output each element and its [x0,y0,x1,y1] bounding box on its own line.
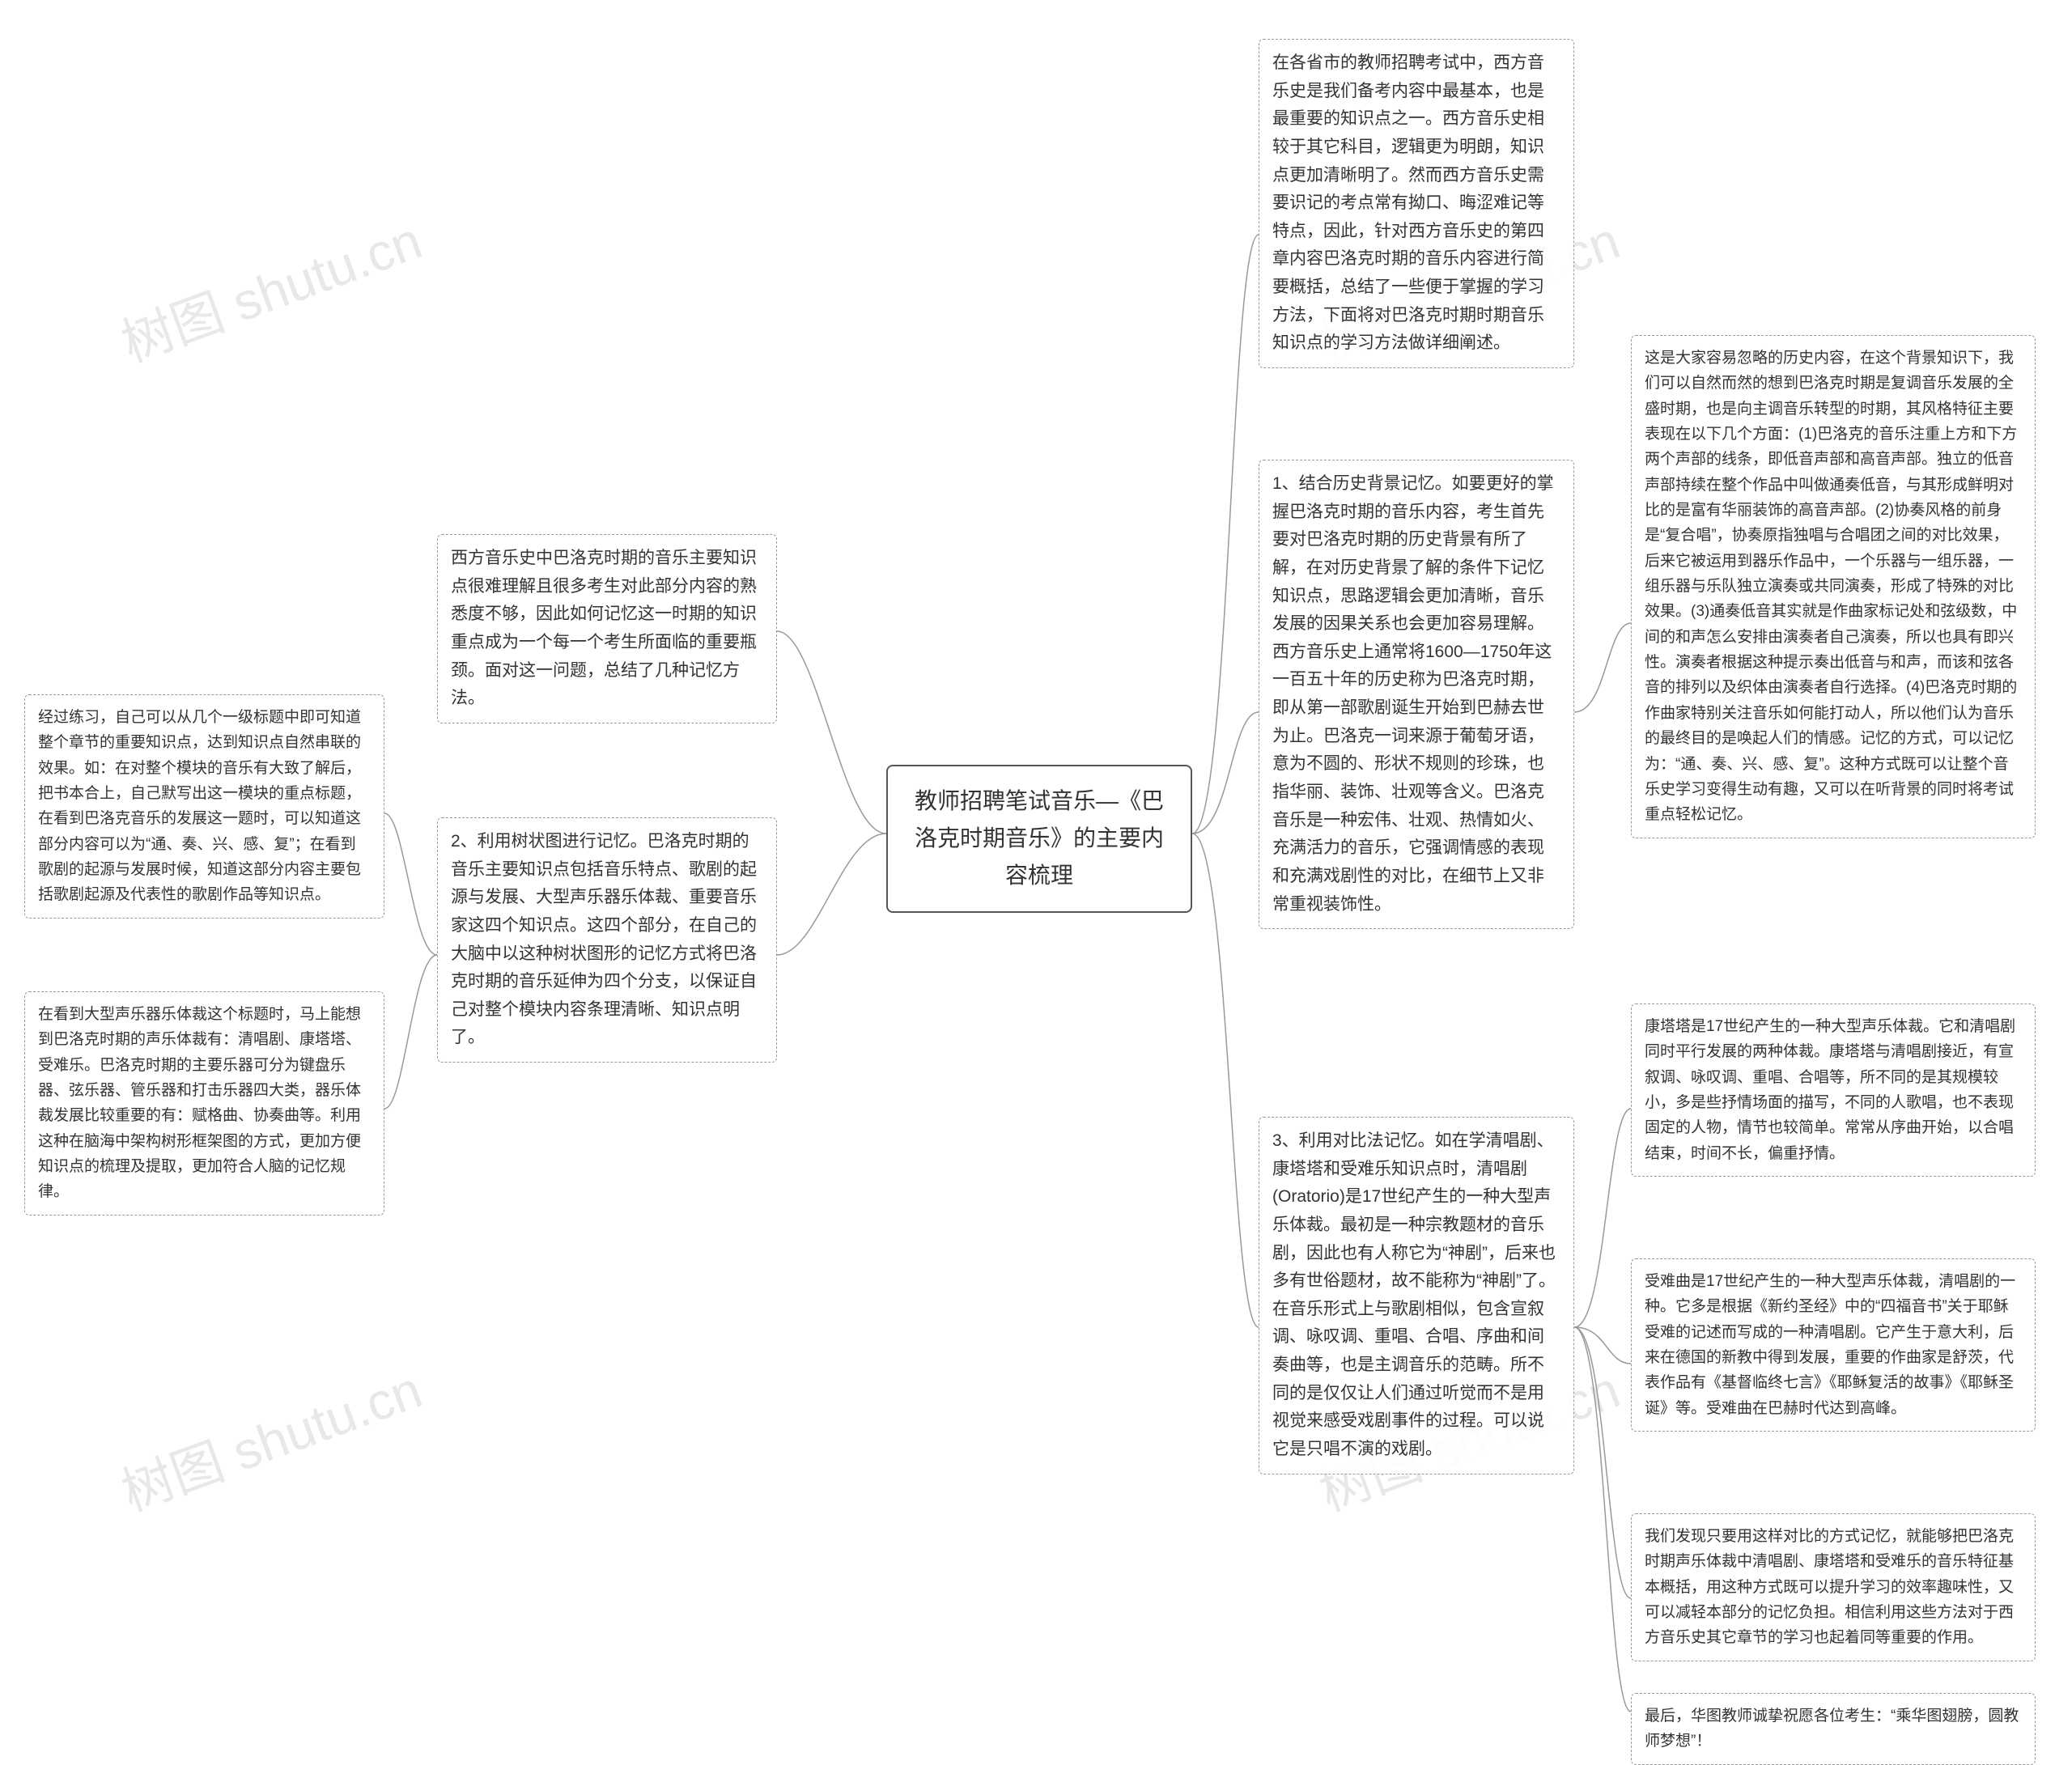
connector-path [384,955,437,1109]
connector-path [1574,1327,1631,1712]
left-leaf-practice: 经过练习，自己可以从几个一级标题中即可知道整个章节的重要知识点，达到知识点自然串… [24,694,384,919]
connector-path [1574,623,1631,712]
left-leaf-genres: 在看到大型声乐器乐体裁这个标题时，马上能想到巴洛克时期的声乐体裁有：清唱剧、康塔… [24,991,384,1216]
right-node-method1: 1、结合历史背景记忆。如要更好的掌握巴洛克时期的音乐内容，考生首先要对巴洛克时期… [1259,460,1574,929]
connector-path [1574,1109,1631,1327]
right-node-overview: 在各省市的教师招聘考试中，西方音乐史是我们备考内容中最基本，也是最重要的知识点之… [1259,39,1574,368]
right-leaf-passion: 受难曲是17世纪产生的一种大型声乐体裁，清唱剧的一种。它多是根据《新约圣经》中的… [1631,1258,2036,1432]
connector-path [1192,834,1259,1327]
connector-path [1574,1327,1631,1364]
left-node-method2: 2、利用树状图进行记忆。巴洛克时期的音乐主要知识点包括音乐特点、歌剧的起源与发展… [437,817,777,1063]
connector-path [1192,712,1259,834]
center-node: 教师招聘笔试音乐—《巴洛克时期音乐》的主要内容梳理 [886,765,1192,913]
watermark: 树图 shutu.cn [110,1348,431,1525]
connector-path [384,813,437,955]
left-node-intro: 西方音乐史中巴洛克时期的音乐主要知识点很难理解且很多考生对此部分内容的熟悉度不够… [437,534,777,723]
connector-path [777,834,886,955]
right-node-method3: 3、利用对比法记忆。如在学清唱剧、康塔塔和受难乐知识点时，清唱剧(Oratori… [1259,1117,1574,1474]
watermark: 树图 shutu.cn [110,199,431,376]
right-leaf-background: 这是大家容易忽略的历史内容，在这个背景知识下，我们可以自然而然的想到巴洛克时期是… [1631,335,2036,838]
connector-path [1574,1327,1631,1598]
right-leaf-summary: 我们发现只要用这样对比的方式记忆，就能够把巴洛克时期声乐体裁中清唱剧、康塔塔和受… [1631,1513,2036,1661]
right-leaf-cantata: 康塔塔是17世纪产生的一种大型声乐体裁。它和清唱剧同时平行发展的两种体裁。康塔塔… [1631,1003,2036,1177]
right-leaf-closing: 最后，华图教师诚挚祝愿各位考生：“乘华图翅膀，圆教师梦想”！ [1631,1693,2036,1765]
connector-path [777,631,886,834]
connector-path [1192,235,1259,834]
